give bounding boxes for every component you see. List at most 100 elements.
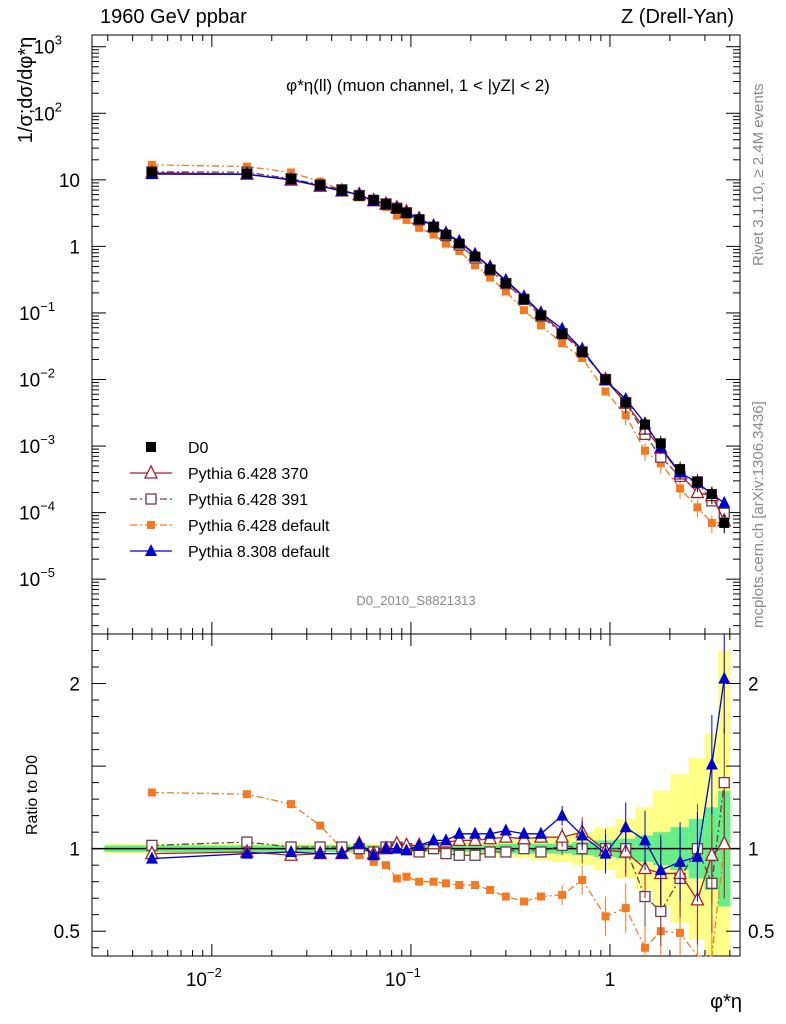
data-point <box>401 207 412 218</box>
y-tick-label: 10−5 <box>19 565 55 591</box>
data-point <box>693 503 702 512</box>
series-p8-default <box>145 167 731 508</box>
legend-item-d0: D0 <box>146 440 209 457</box>
analysis-id: D0_2010_S8821313 <box>356 593 475 608</box>
ratio-point <box>145 851 158 864</box>
data-point <box>428 222 439 233</box>
data-point <box>415 223 424 232</box>
data-point <box>641 446 650 455</box>
mcplots-label: mcplots.cern.ch [arXiv:1306.3436] <box>750 401 767 628</box>
data-point <box>706 489 717 500</box>
ratio-point <box>691 849 704 862</box>
y-tick-label: 10−4 <box>19 499 55 525</box>
ratio-point <box>619 820 632 833</box>
data-point <box>557 329 568 340</box>
ratio-point <box>639 833 652 846</box>
ratio-point <box>718 776 730 789</box>
ratio-point <box>705 757 718 770</box>
ratio-point <box>382 861 391 870</box>
data-point <box>402 215 411 224</box>
ratio-point <box>674 854 687 867</box>
ratio-point <box>427 833 440 846</box>
data-point <box>392 211 401 220</box>
data-point <box>640 419 651 430</box>
data-point <box>620 397 631 408</box>
ratio-point <box>467 831 483 847</box>
ratio-point <box>535 846 547 858</box>
data-point <box>675 464 686 475</box>
ratio-point <box>599 846 612 859</box>
ratio-point <box>498 828 513 843</box>
data-point <box>500 278 511 289</box>
ratio-point <box>555 828 570 843</box>
ratio-point <box>717 835 732 850</box>
rivet-version-label: Rivet 3.1.10, ≥ 2.4M events <box>750 83 767 267</box>
data-point <box>578 354 587 363</box>
data-point <box>286 173 297 184</box>
ratio-point <box>316 821 325 830</box>
ratio-point <box>380 841 393 854</box>
data-point <box>455 247 464 256</box>
ratio-point <box>453 849 465 861</box>
ratio-point <box>500 846 512 858</box>
data-point <box>440 229 451 240</box>
legend-marker <box>147 521 155 529</box>
ratio-point <box>676 928 685 937</box>
y-tick-label: 10−2 <box>19 365 55 391</box>
data-point <box>501 287 510 296</box>
data-point <box>470 251 481 262</box>
ratio-point <box>335 846 348 859</box>
legend-item-p6-default: Pythia 6.428 default <box>130 518 330 535</box>
ratio-y-tick-label: 1 <box>69 840 80 861</box>
y-tick-label: 10−3 <box>19 432 55 458</box>
legend-marker <box>145 544 157 556</box>
ratio-point <box>390 841 403 854</box>
y-tick-label: 1 <box>69 237 80 258</box>
ratio-y-tick-label: 0.5 <box>54 922 80 943</box>
data-point <box>676 484 685 493</box>
ratio-point <box>621 904 630 913</box>
ratio-point <box>484 826 497 839</box>
ratio-point <box>353 836 366 849</box>
data-point <box>558 339 567 348</box>
ratio-point <box>654 863 667 876</box>
header-right: Z (Drell-Yan) <box>621 6 734 28</box>
ratio-point <box>469 849 481 861</box>
ratio-point <box>453 826 466 839</box>
ratio-y-tick-label-right: 1 <box>748 840 759 861</box>
data-point <box>520 306 529 315</box>
data-point <box>536 321 545 330</box>
data-point <box>414 214 425 225</box>
legend-marker <box>146 442 156 452</box>
ratio-point <box>240 846 253 859</box>
data-point <box>471 261 480 270</box>
ratio-point <box>520 897 529 906</box>
ratio-point <box>439 833 452 846</box>
data-point <box>707 518 716 527</box>
y-tick-label: 10 <box>59 171 80 192</box>
data-point <box>577 346 588 357</box>
plot-title: φ*η(ll) (muon channel, 1 < |yZ| < 2) <box>286 76 550 95</box>
ratio-point <box>518 826 531 839</box>
ratio-point <box>392 874 401 883</box>
data-point <box>718 495 731 508</box>
ratio-y-tick-label-right: 2 <box>748 675 759 696</box>
legend-label: Pythia 6.428 370 <box>188 466 308 483</box>
ratio-point <box>471 880 480 889</box>
ratio-point <box>429 877 438 886</box>
data-point <box>441 239 450 248</box>
ratio-point <box>501 892 510 901</box>
data-point <box>719 517 730 528</box>
data-point <box>655 438 666 449</box>
data-point <box>454 238 465 249</box>
data-point <box>241 168 252 179</box>
ratio-point <box>499 823 512 836</box>
data-point <box>146 167 157 178</box>
legend-label: Pythia 8.308 default <box>188 544 330 561</box>
data-point <box>485 264 496 275</box>
ratio-point <box>287 800 296 809</box>
data-point <box>535 310 546 321</box>
data-point <box>656 459 665 468</box>
ratio-point <box>455 880 464 889</box>
legend-label: Pythia 6.428 default <box>188 518 330 535</box>
